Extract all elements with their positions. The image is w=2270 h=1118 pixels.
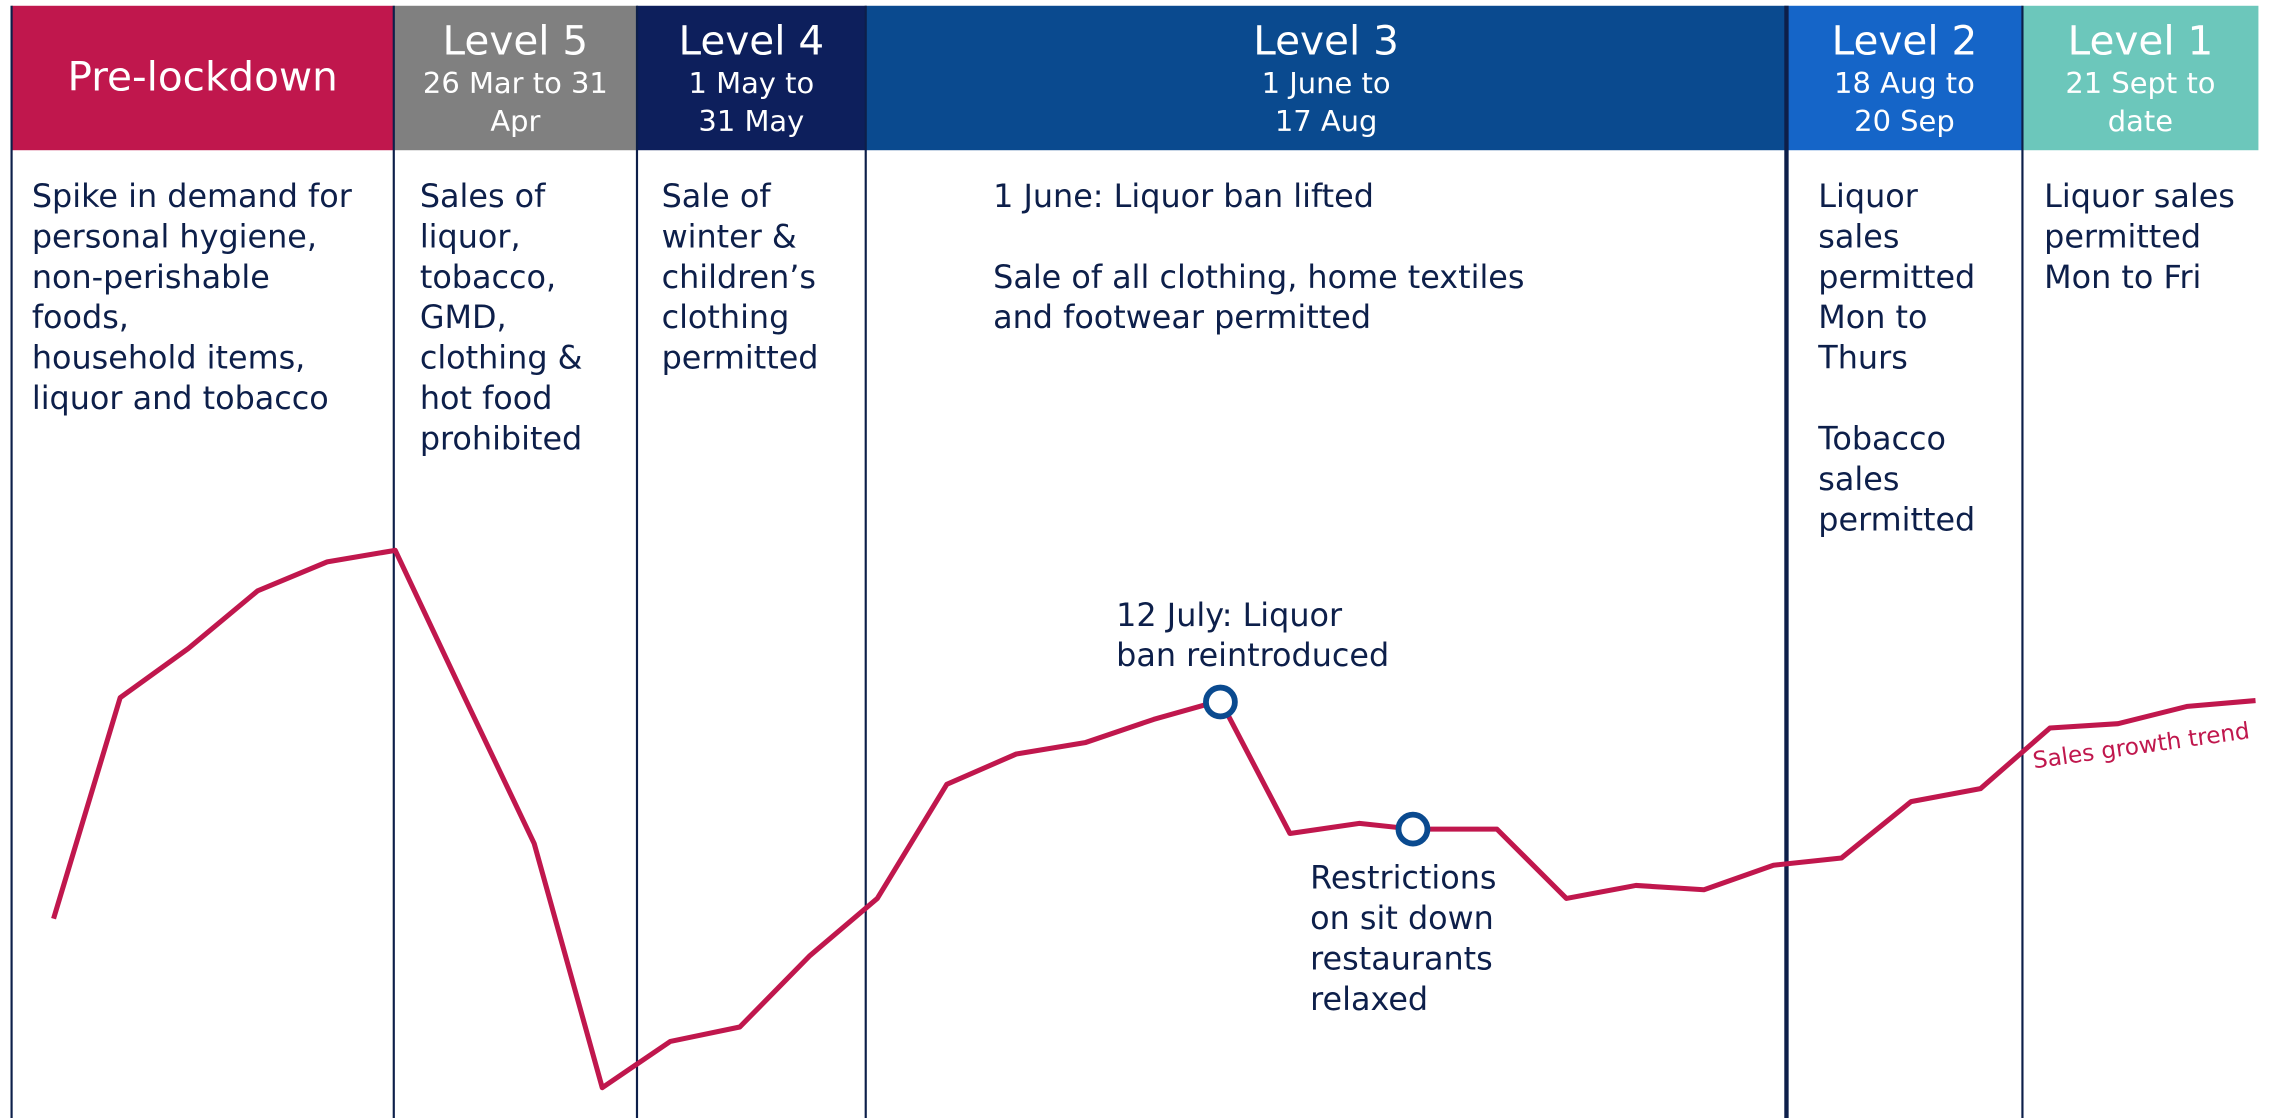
description: Liquor xyxy=(1818,177,1918,215)
description: sales xyxy=(1818,460,1899,498)
description: Liquor sales xyxy=(2044,177,2235,215)
annotation: on sit down xyxy=(1310,899,1494,937)
header-date: date xyxy=(2108,104,2173,138)
description: Tobacco xyxy=(1817,420,1946,458)
description: permitted xyxy=(662,339,819,377)
header-date: 21 Sept to xyxy=(2065,66,2215,100)
description: winter & xyxy=(662,217,797,255)
description: non-perishable xyxy=(32,258,270,296)
description: children’s xyxy=(662,258,816,296)
description: 1 June: Liquor ban lifted xyxy=(993,177,1374,215)
description: Sale of all clothing, home textiles xyxy=(993,258,1524,296)
annotation: relaxed xyxy=(1310,980,1428,1018)
header-date: 31 May xyxy=(698,104,804,138)
header-band xyxy=(865,5,1787,151)
annotation: 12 July: Liquor xyxy=(1116,596,1343,634)
header-title: Level 2 xyxy=(1832,16,1978,64)
header-date: 20 Sep xyxy=(1854,104,1955,138)
header-date: 17 Aug xyxy=(1275,104,1378,138)
header-date: 26 Mar to 31 xyxy=(423,66,608,100)
description: personal hygiene, xyxy=(32,217,317,255)
description: hot food xyxy=(420,379,553,417)
description: liquor and tobacco xyxy=(32,379,329,417)
header-band xyxy=(393,5,637,151)
description: clothing xyxy=(662,298,790,336)
annotation: Restrictions xyxy=(1310,859,1496,897)
header-date: 18 Aug to xyxy=(1834,66,1975,100)
description: Mon to Fri xyxy=(2044,258,2201,296)
header-date: 1 May to xyxy=(689,66,815,100)
header-date: 1 June to xyxy=(1262,66,1391,100)
description: sales xyxy=(1818,217,1899,255)
event-marker xyxy=(1203,684,1238,720)
header-title: Pre-lockdown xyxy=(68,52,338,100)
header-band xyxy=(11,5,394,151)
header-title: Level 1 xyxy=(2068,16,2214,64)
header-date: Apr xyxy=(490,104,540,138)
header-title: Level 4 xyxy=(679,16,825,64)
annotation: restaurants xyxy=(1310,940,1493,978)
description: Sale of xyxy=(662,177,772,215)
header-band xyxy=(1786,5,2023,151)
description: prohibited xyxy=(420,420,582,458)
header-title: Level 3 xyxy=(1253,16,1399,64)
description: GMD, xyxy=(420,298,507,336)
description: household items, xyxy=(32,339,305,377)
header-title: Level 5 xyxy=(443,16,589,64)
description: and footwear permitted xyxy=(993,298,1371,336)
description: Mon to xyxy=(1818,298,1927,336)
description: foods, xyxy=(32,298,129,336)
header-band xyxy=(636,5,866,151)
sales-trend-line xyxy=(51,547,2256,1091)
description: liquor, xyxy=(420,217,521,255)
annotation: ban reintroduced xyxy=(1116,636,1389,674)
columns: Pre-lockdown Spike in demand forpersonal … xyxy=(10,5,2259,1118)
description: Sales of xyxy=(420,177,546,215)
description: Spike in demand for xyxy=(32,177,353,215)
description: Thurs xyxy=(1817,339,1907,377)
header-band xyxy=(2022,5,2259,151)
event-marker xyxy=(1395,811,1431,847)
description: permitted xyxy=(2044,217,2201,255)
description: tobacco, xyxy=(420,258,556,296)
description: clothing & xyxy=(420,339,583,377)
description: permitted xyxy=(1818,500,1975,538)
description: permitted xyxy=(1818,258,1975,296)
